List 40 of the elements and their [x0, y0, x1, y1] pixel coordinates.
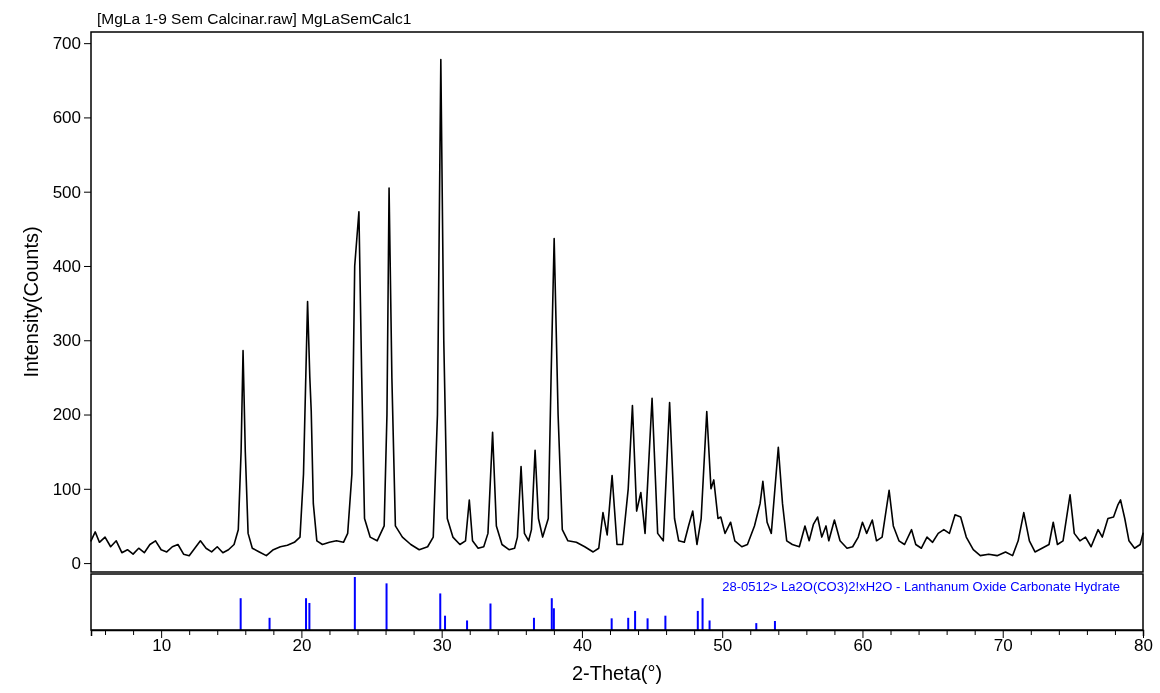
- bar: [627, 617, 630, 630]
- bar: [466, 620, 469, 630]
- bar: [308, 602, 311, 630]
- y-tick-label: 700: [52, 34, 81, 54]
- bar: [701, 598, 704, 630]
- x-tick-label: 10: [152, 636, 172, 656]
- x-axis-title: 2-Theta(°): [571, 662, 663, 684]
- bar: [664, 615, 667, 630]
- x-tick-label: 80: [1134, 636, 1153, 656]
- bar: [305, 598, 308, 630]
- x-tick-label: 70: [993, 636, 1013, 656]
- bar: [353, 577, 356, 630]
- bar: [444, 615, 447, 630]
- bar: [646, 618, 649, 630]
- y-tick-label: 300: [52, 331, 81, 351]
- x-tick-label: 20: [292, 636, 312, 656]
- x-tick-label: 50: [713, 636, 733, 656]
- x-tick-label: 40: [572, 636, 592, 656]
- x-tick-label: 30: [432, 636, 452, 656]
- bar: [708, 620, 711, 630]
- y-tick-label: 600: [52, 108, 81, 128]
- series-label: 28-0512> La2O(CO3)2!xH2O - Lanthanum Oxide Carbonate Hydrate: [722, 579, 1121, 594]
- y-tick-label: 500: [52, 182, 81, 202]
- y-tick-label: 100: [52, 479, 81, 499]
- bar: [439, 593, 442, 630]
- bar: [532, 617, 535, 630]
- bar: [634, 610, 637, 630]
- y-tick-label: 200: [52, 405, 81, 425]
- x-tick-label: 60: [853, 636, 873, 656]
- bar: [489, 603, 492, 630]
- bar: [239, 598, 242, 630]
- bar: [696, 610, 699, 630]
- y-tick-label: 0: [71, 554, 81, 574]
- chart-title: [MgLa 1-9 Sem Calcinar.raw] MgLaSemCalc1: [97, 10, 412, 27]
- bar: [550, 598, 553, 630]
- bar: [268, 617, 271, 630]
- bar: [610, 618, 613, 630]
- y-axis-title: Intensity(Counts): [20, 226, 42, 378]
- bar: [385, 583, 388, 630]
- y-tick-label: 400: [52, 256, 81, 276]
